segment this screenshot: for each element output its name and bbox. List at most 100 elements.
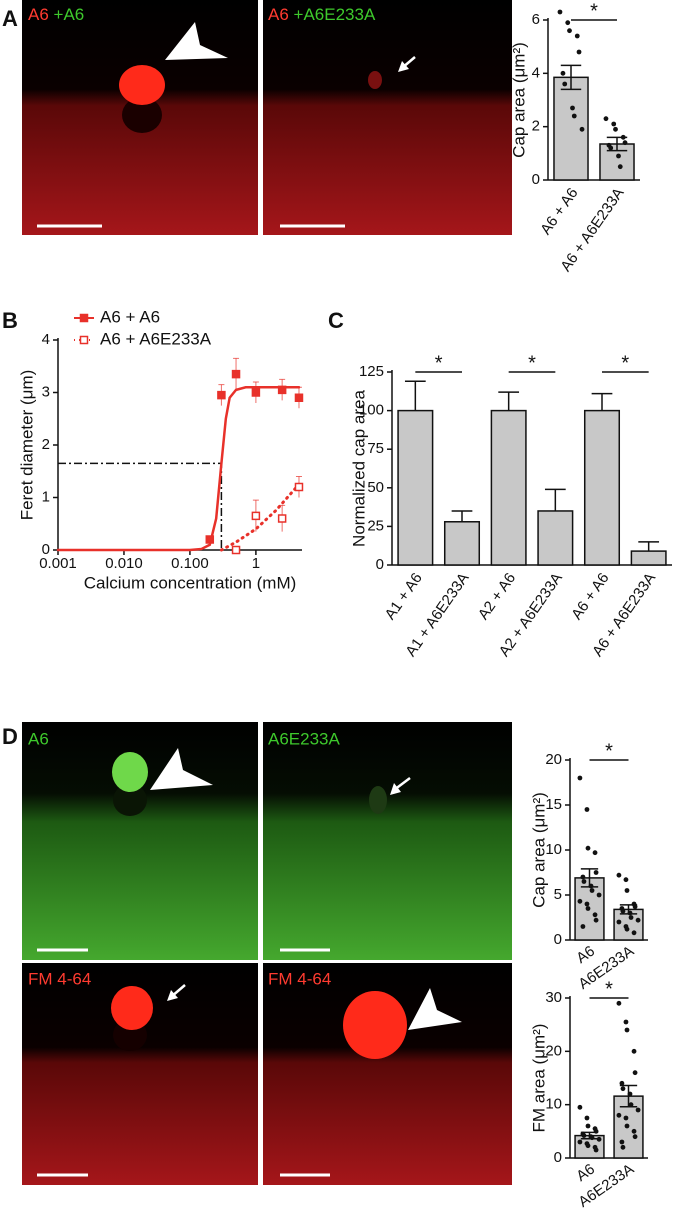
data-point bbox=[277, 385, 287, 395]
data-point bbox=[635, 1107, 641, 1113]
image-d2 bbox=[263, 722, 512, 960]
data-point bbox=[628, 1102, 634, 1108]
data-point bbox=[593, 1128, 599, 1134]
data-point bbox=[624, 1027, 630, 1033]
data-point bbox=[574, 33, 580, 39]
data-point bbox=[588, 883, 594, 889]
data-point bbox=[571, 113, 577, 119]
y-tick-label: 15 bbox=[545, 796, 562, 813]
y-tick-label: 3 bbox=[42, 383, 50, 400]
label-part: A6 bbox=[28, 5, 49, 24]
image-d3 bbox=[22, 963, 258, 1185]
data-point bbox=[592, 912, 598, 918]
panel-letter: D bbox=[2, 724, 18, 749]
y-tick-label: 10 bbox=[545, 841, 562, 858]
y-tick-label: 75 bbox=[367, 440, 384, 457]
data-point bbox=[603, 116, 609, 122]
panel-letter: A bbox=[2, 6, 18, 31]
data-point bbox=[627, 1091, 633, 1097]
legend-label: A6 + A6E233A bbox=[100, 329, 212, 348]
data-point bbox=[631, 930, 637, 936]
data-point bbox=[231, 369, 241, 379]
label-part: +A6E233A bbox=[294, 5, 376, 24]
data-point bbox=[277, 514, 287, 523]
y-tick-label: 2 bbox=[532, 118, 540, 135]
data-point bbox=[585, 906, 591, 911]
image-label: A6 +A6E233A bbox=[268, 5, 376, 24]
bar bbox=[397, 409, 434, 566]
y-tick-label: 25 bbox=[367, 517, 384, 534]
data-point bbox=[632, 1070, 638, 1076]
significance-star: * bbox=[605, 740, 613, 762]
x-tick-label: A2 + A6 bbox=[475, 570, 519, 623]
data-point bbox=[628, 915, 634, 920]
image-label: A6 +A6 bbox=[28, 5, 84, 24]
y-axis-title: Feret diameter (μm) bbox=[17, 370, 36, 521]
data-point bbox=[596, 1136, 602, 1142]
data-point bbox=[624, 926, 630, 932]
image-label: A6 bbox=[28, 729, 49, 748]
data-point bbox=[616, 919, 622, 925]
data-point bbox=[585, 1123, 591, 1129]
significance-star: * bbox=[435, 352, 443, 374]
y-tick-label: 20 bbox=[545, 751, 562, 768]
data-point bbox=[577, 775, 583, 781]
image-label: A6E233A bbox=[268, 729, 340, 748]
data-point bbox=[616, 153, 621, 159]
data-point bbox=[580, 924, 586, 929]
data-point bbox=[616, 1000, 622, 1006]
bar bbox=[490, 409, 527, 566]
data-point bbox=[616, 872, 622, 878]
data-point bbox=[577, 1139, 583, 1145]
data-point bbox=[596, 892, 602, 898]
data-point bbox=[620, 1144, 626, 1150]
x-tick-label: A6 bbox=[573, 943, 598, 967]
significance-star: * bbox=[590, 0, 598, 22]
data-point bbox=[613, 126, 618, 132]
bar bbox=[630, 550, 667, 566]
data-point bbox=[627, 910, 633, 916]
y-axis-title: Cap area (μm²) bbox=[509, 42, 528, 158]
x-tick-label: A1 + A6 bbox=[382, 570, 426, 623]
fit-curve bbox=[56, 386, 301, 552]
y-tick-label: 20 bbox=[545, 1042, 562, 1059]
legend-marker bbox=[79, 335, 89, 345]
data-point bbox=[620, 908, 626, 914]
data-point bbox=[620, 134, 626, 140]
y-tick-label: 6 bbox=[532, 11, 540, 28]
data-point bbox=[560, 70, 566, 76]
data-point bbox=[581, 879, 587, 884]
data-point bbox=[623, 1115, 629, 1121]
label-part: +A6 bbox=[54, 5, 85, 24]
x-axis-title: Calcium concentration (mM) bbox=[84, 573, 297, 592]
bar bbox=[443, 521, 481, 566]
fit-curve bbox=[219, 482, 301, 552]
reference-line bbox=[58, 462, 223, 550]
data-point bbox=[577, 898, 583, 904]
legend-marker bbox=[79, 313, 89, 323]
y-tick-label: 5 bbox=[554, 886, 562, 903]
image-a2 bbox=[263, 0, 512, 235]
data-point bbox=[577, 1104, 583, 1110]
x-tick-label: A6 + A6 bbox=[537, 185, 581, 238]
data-point bbox=[617, 164, 623, 170]
image-d1 bbox=[22, 722, 258, 960]
x-tick-label: 1 bbox=[252, 555, 260, 572]
y-tick-label: 0 bbox=[554, 1149, 562, 1166]
data-point bbox=[205, 535, 215, 544]
y-axis-title: Cap area (μm²) bbox=[529, 792, 548, 908]
y-tick-label: 100 bbox=[359, 402, 384, 419]
label-part: A6 bbox=[268, 5, 289, 24]
y-tick-label: 30 bbox=[545, 989, 562, 1006]
significance-star: * bbox=[605, 978, 613, 1000]
x-tick-label: A6 bbox=[573, 1161, 598, 1185]
x-tick-label: 0.001 bbox=[39, 555, 77, 572]
data-point bbox=[585, 1143, 591, 1149]
panel-letter: C bbox=[328, 308, 344, 333]
data-point bbox=[620, 1086, 626, 1092]
y-tick-label: 0 bbox=[554, 931, 562, 948]
data-point bbox=[294, 393, 304, 402]
data-point bbox=[231, 545, 241, 555]
x-tick-label: 0.010 bbox=[105, 555, 143, 572]
